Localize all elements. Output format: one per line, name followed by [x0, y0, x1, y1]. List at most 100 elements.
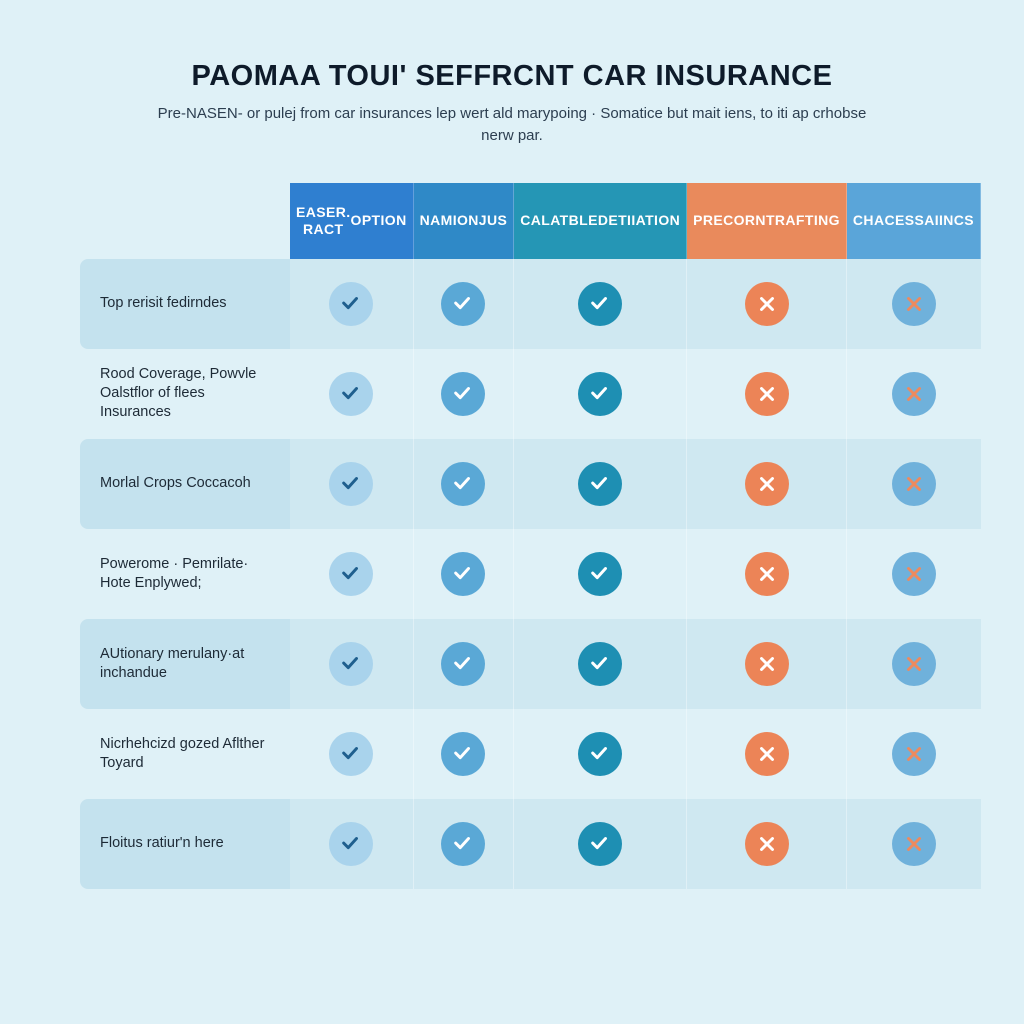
column-header: CALATBLE DETIIATION	[514, 183, 687, 259]
table-cell	[514, 709, 687, 799]
table-cell	[687, 799, 847, 889]
check-icon	[329, 462, 373, 506]
check-icon	[578, 372, 622, 416]
table-cell	[290, 529, 414, 619]
column-header: EASER. RACT OPTION	[290, 183, 414, 259]
row-header-label: Top rerisit fedirndes	[100, 294, 227, 313]
table-cell	[414, 799, 515, 889]
page-title: PAOMAA TOUI' SEFFRCNT CAR INSURANCE	[50, 60, 974, 93]
table-cell	[847, 799, 981, 889]
table-cell	[290, 439, 414, 529]
table-cell	[514, 619, 687, 709]
table-cell	[290, 709, 414, 799]
row-header-label: Rood Coverage, Powvle Oalstflor of flees…	[100, 365, 274, 422]
check-icon	[441, 822, 485, 866]
check-icon	[441, 282, 485, 326]
x-icon	[745, 822, 789, 866]
x-icon	[745, 282, 789, 326]
column-header-label: CALATBLE	[520, 212, 598, 229]
row-header-label: Nicrhehcizd gozed Aflther Toyard	[100, 735, 274, 773]
column-header: NAMION JUS	[414, 183, 515, 259]
check-icon	[329, 822, 373, 866]
row-header: Floitus ratiur'n here	[80, 799, 290, 889]
table-cell	[514, 259, 687, 349]
x-icon	[892, 372, 936, 416]
row-header-label: Powerome · Pemrilate· Hote Enplywed;	[100, 555, 274, 593]
table-cell	[847, 619, 981, 709]
column-header: PRECORNT RAFTING	[687, 183, 847, 259]
x-icon	[745, 462, 789, 506]
check-icon	[441, 462, 485, 506]
x-icon	[892, 642, 936, 686]
column-header: CHACES SAIINCS	[847, 183, 981, 259]
column-header-label: OPTION	[351, 212, 407, 229]
x-icon	[745, 372, 789, 416]
check-icon	[578, 282, 622, 326]
table-cell	[847, 439, 981, 529]
table-cell	[847, 709, 981, 799]
row-header: Rood Coverage, Powvle Oalstflor of flees…	[80, 349, 290, 439]
table-cell	[290, 349, 414, 439]
x-icon	[745, 732, 789, 776]
table-cell	[687, 709, 847, 799]
table-cell	[514, 529, 687, 619]
table-cell	[414, 709, 515, 799]
check-icon	[329, 282, 373, 326]
column-header-label: JUS	[479, 212, 507, 229]
row-header-label: Floitus ratiur'n here	[100, 834, 224, 853]
table-cell	[514, 439, 687, 529]
check-icon	[578, 462, 622, 506]
check-icon	[441, 372, 485, 416]
row-header: Morlal Crops Coccacoh	[80, 439, 290, 529]
table-cell	[290, 619, 414, 709]
table-cell	[847, 259, 981, 349]
table-cell	[414, 259, 515, 349]
column-header-label: PRECORNT	[693, 212, 775, 229]
row-header-label: AUtionary merulany·at inchandue	[100, 645, 274, 683]
table-cell	[687, 619, 847, 709]
comparison-table: EASER. RACT OPTION NAMION JUS CALATBLE D…	[80, 183, 950, 889]
check-icon	[578, 822, 622, 866]
table-cell	[847, 529, 981, 619]
check-icon	[329, 732, 373, 776]
table-cell	[290, 799, 414, 889]
check-icon	[578, 642, 622, 686]
check-icon	[441, 732, 485, 776]
row-header: Top rerisit fedirndes	[80, 259, 290, 349]
page-subtitle: Pre-NASEN- or pulej from car insurances …	[152, 103, 872, 147]
table-cell	[290, 259, 414, 349]
column-header-label: NAMION	[420, 212, 479, 229]
table-cell	[687, 439, 847, 529]
row-header: Nicrhehcizd gozed Aflther Toyard	[80, 709, 290, 799]
check-icon	[578, 552, 622, 596]
check-icon	[329, 372, 373, 416]
table-cell	[687, 529, 847, 619]
table-cell	[514, 799, 687, 889]
table-cell	[847, 349, 981, 439]
table-cell	[687, 349, 847, 439]
check-icon	[441, 552, 485, 596]
table-cell	[414, 619, 515, 709]
table-cell	[414, 529, 515, 619]
check-icon	[441, 642, 485, 686]
check-icon	[578, 732, 622, 776]
x-icon	[892, 282, 936, 326]
table-cell	[514, 349, 687, 439]
x-icon	[745, 552, 789, 596]
check-icon	[329, 552, 373, 596]
column-header-label: CHACES	[853, 212, 915, 229]
x-icon	[745, 642, 789, 686]
row-header-label: Morlal Crops Coccacoh	[100, 474, 251, 493]
check-icon	[329, 642, 373, 686]
table-corner	[80, 183, 290, 259]
x-icon	[892, 732, 936, 776]
table-cell	[414, 349, 515, 439]
column-header-label: RAFTING	[775, 212, 840, 229]
row-header: Powerome · Pemrilate· Hote Enplywed;	[80, 529, 290, 619]
x-icon	[892, 462, 936, 506]
row-header: AUtionary merulany·at inchandue	[80, 619, 290, 709]
x-icon	[892, 822, 936, 866]
column-header-label: DETIIATION	[598, 212, 680, 229]
table-cell	[414, 439, 515, 529]
column-header-label: EASER. RACT	[296, 204, 351, 238]
